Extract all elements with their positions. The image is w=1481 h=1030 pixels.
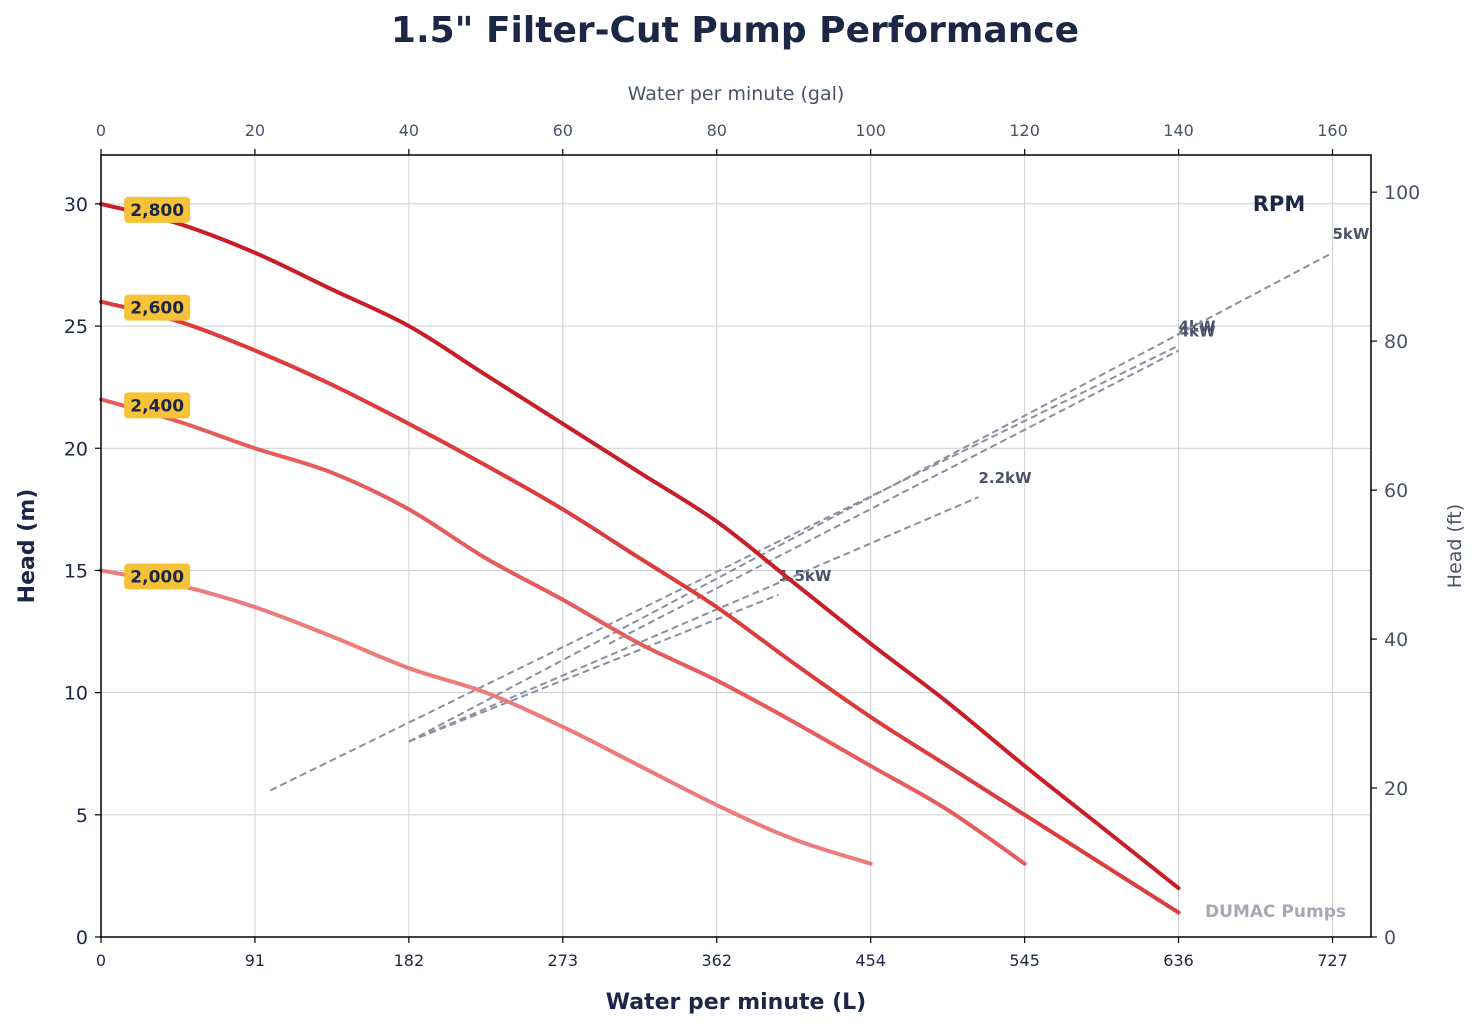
rpm-label: 2,600 (130, 299, 184, 319)
plot-frame (100, 154, 1372, 938)
x-axis-label: Water per minute (L) (606, 990, 866, 1015)
pump-curve (99, 568, 873, 866)
x-tick-label: 362 (701, 951, 732, 970)
y2-tick-label: 0 (1384, 927, 1396, 949)
y-tick-label: 15 (64, 560, 88, 582)
rpm-label: 2,800 (130, 201, 184, 221)
pump-curve (99, 201, 1181, 891)
power-line (408, 251, 1333, 743)
x-tick-label: 91 (245, 951, 265, 970)
pump-curve (99, 397, 1027, 866)
axes: 0091201824027360362804541005451206361407… (64, 121, 1420, 970)
watermark: DUMAC Pumps (1205, 902, 1346, 922)
pump-curves (99, 201, 1181, 915)
x-tick-label: 545 (1009, 951, 1040, 970)
power-line (269, 344, 1180, 792)
power-line (608, 349, 1180, 645)
power-line-label: 5kW (1333, 225, 1370, 243)
power-line (408, 593, 779, 743)
x-tick-label: 273 (548, 951, 579, 970)
y-tick-label: 0 (76, 927, 88, 949)
x-tick-label: 0 (96, 951, 106, 970)
x-tick-label: 454 (855, 951, 886, 970)
y2-tick-label: 40 (1384, 629, 1408, 651)
rpm-label: 2,000 (130, 567, 184, 587)
legend-title: RPM (1253, 192, 1305, 216)
x2-tick-label: 120 (1009, 121, 1040, 140)
y2-tick-label: 60 (1384, 480, 1408, 502)
y2-tick-label: 100 (1384, 182, 1420, 204)
power-line-label: 2.2kW (978, 469, 1032, 487)
grid (100, 155, 1371, 938)
x2-tick-label: 140 (1163, 121, 1194, 140)
x2-tick-label: 160 (1317, 121, 1348, 140)
x2-tick-label: 0 (96, 121, 106, 140)
y-tick-label: 10 (64, 683, 88, 705)
x2-tick-label: 60 (553, 121, 573, 140)
x2-tick-label: 20 (245, 121, 265, 140)
power-line (408, 496, 979, 743)
x2-tick-label: 80 (707, 121, 727, 140)
y-tick-label: 5 (76, 805, 88, 827)
y-tick-label: 25 (64, 316, 88, 338)
x-tick-label: 636 (1163, 951, 1194, 970)
rpm-label: 2,400 (130, 396, 184, 416)
pump-curve (99, 299, 1181, 915)
x-tick-label: 182 (394, 951, 425, 970)
rpm-badge (124, 563, 191, 590)
rpm-badge (124, 294, 191, 321)
power-line-label: 4kW (1179, 323, 1216, 341)
y2-axis-label: Head (ft) (1444, 504, 1466, 588)
y-axis-label: Head (m) (15, 489, 40, 604)
chart-title: 1.5" Filter-Cut Pump Performance (391, 10, 1079, 51)
y-tick-label: 20 (64, 438, 88, 460)
power-line-label: 4kW (1179, 318, 1216, 336)
y2-tick-label: 80 (1384, 331, 1408, 353)
x2-axis-label: Water per minute (gal) (628, 83, 845, 105)
x2-tick-label: 100 (855, 121, 886, 140)
y2-tick-label: 20 (1384, 778, 1408, 800)
rpm-badge (124, 392, 191, 419)
x-tick-label: 727 (1317, 951, 1348, 970)
rpm-badge (124, 196, 191, 223)
rpm-labels: 2,800 2,600 2,400 2,000 (124, 196, 191, 590)
x2-tick-label: 40 (399, 121, 419, 140)
y-tick-label: 30 (64, 194, 88, 216)
